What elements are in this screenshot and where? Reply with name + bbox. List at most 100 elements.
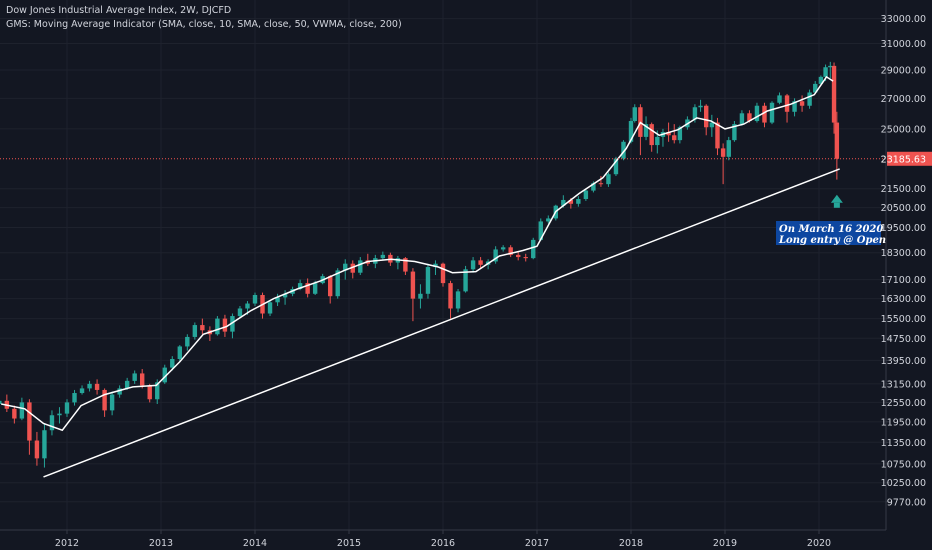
price-tick-label: 16300.00 [881, 294, 926, 305]
candle-body-up [343, 263, 348, 271]
price-tick-label: 33000.00 [881, 14, 926, 25]
candle-body-up [87, 383, 92, 389]
candle-body-up [335, 270, 340, 297]
candle-body-up [267, 302, 273, 314]
entry-arrow-stem [833, 202, 840, 208]
time-tick-label: 2016 [431, 538, 455, 549]
price-tick-label: 25000.00 [881, 124, 926, 135]
candle-body-up [57, 413, 62, 416]
candle-body-down [12, 408, 17, 419]
candle-body-down [799, 101, 805, 106]
moving-average-line [1, 75, 834, 432]
candle-body-up [823, 67, 828, 77]
candle-body-down [440, 263, 446, 284]
candle-body-down [350, 263, 355, 273]
price-tick-label: 21500.00 [881, 184, 926, 195]
candle-body-up [754, 105, 760, 122]
price-tick-label: 31000.00 [881, 39, 926, 50]
last-price-badge [887, 151, 932, 166]
price-tick-label: 20500.00 [881, 203, 926, 214]
candle-body-up [655, 136, 660, 146]
candle-body-down [715, 122, 720, 149]
candle-body-up [583, 190, 589, 200]
time-tick-label: 2018 [619, 538, 643, 549]
candle-body-down [666, 132, 671, 136]
candle-body-up [677, 127, 683, 141]
price-tick-label: 10750.00 [881, 459, 926, 470]
candle-body-down [27, 402, 32, 441]
candle-body-up [19, 402, 25, 419]
candle-body-up [463, 269, 468, 292]
candle-body-down [140, 373, 145, 386]
candle-body-up [698, 105, 703, 108]
candle-body-up [828, 65, 833, 68]
candle-body-up [576, 199, 581, 204]
candle-body-up [117, 388, 122, 395]
trend-line [43, 168, 840, 478]
price-tick-label: 29000.00 [881, 65, 926, 76]
price-tick-label: 11350.00 [881, 438, 926, 449]
candle-body-down [784, 95, 790, 112]
candle-body-down [720, 148, 726, 157]
candle-body-up [632, 107, 637, 122]
candle-body-up [621, 141, 626, 159]
price-tick-label: 12550.00 [881, 398, 926, 409]
candle-body-up [531, 239, 536, 259]
candle-body-down [222, 318, 228, 332]
price-tick-label: 11950.00 [881, 417, 926, 428]
candle-body-up [215, 318, 220, 335]
price-axis[interactable]: 33000.00 31000.00 29000.00 27000.00 25000.00… [881, 14, 932, 508]
candle-body-up [177, 346, 182, 360]
candle-body-up [252, 294, 258, 304]
annotation-line-2: Long entry @ Open [778, 235, 886, 246]
candle-body-up [230, 316, 235, 332]
plot-area[interactable] [0, 0, 886, 530]
candle-body-down [94, 383, 100, 390]
candle-body-up [613, 158, 619, 175]
price-tick-label: 19500.00 [881, 223, 926, 234]
candle-body-down [403, 258, 408, 272]
candle-body-up [42, 430, 47, 459]
last-price-label: 23185.63 [881, 154, 926, 165]
candle-body-up [49, 415, 55, 431]
candle-body-up [643, 124, 649, 137]
candle-body-up [380, 254, 386, 259]
time-tick-label: 2017 [525, 538, 549, 549]
candle-body-down [747, 113, 752, 122]
price-tick-label: 17100.00 [881, 275, 926, 286]
candle-body-down [328, 276, 333, 297]
annotation-box [776, 221, 881, 245]
candle-body-up [155, 382, 160, 400]
candle-body-up [692, 107, 698, 120]
candle-body-up [777, 95, 782, 103]
entry-arrow-icon [830, 194, 843, 203]
candle-body-up [0, 400, 2, 404]
candle-body-up [591, 183, 596, 191]
price-tick-label: 9770.00 [887, 497, 926, 508]
candle-body-up [72, 393, 77, 403]
candle-body-up [275, 297, 280, 303]
candle-body-up [79, 388, 85, 394]
candle-body-down [762, 105, 767, 123]
candle-body-up [124, 380, 130, 389]
candle-body-down [448, 283, 453, 309]
candle-body-down [598, 183, 604, 185]
candle-body-down [508, 247, 513, 255]
candle-body-up [433, 263, 438, 268]
candle-body-down [516, 254, 521, 258]
price-tick-label: 14750.00 [881, 334, 926, 345]
candle-body-up [732, 124, 737, 141]
candle-body-up [792, 101, 797, 112]
candle-body-up [358, 260, 363, 273]
candle-body-down [834, 122, 840, 159]
chart-title: Dow Jones Industrial Average Index, 2W, … [6, 5, 231, 16]
candle-body-down [704, 105, 709, 128]
annotation-line-1: On March 16 2020 [779, 224, 883, 235]
candle-body-down [478, 260, 483, 265]
time-axis[interactable]: 2012 2013 2014 2015 2016 2017 2018 2019 2020 [55, 530, 831, 549]
candle-body-up [418, 293, 423, 299]
indicator-legend: GMS: Moving Average Indicator (SMA, clos… [6, 19, 402, 30]
candle-body-down [523, 257, 528, 259]
time-tick-label: 2019 [713, 538, 737, 549]
